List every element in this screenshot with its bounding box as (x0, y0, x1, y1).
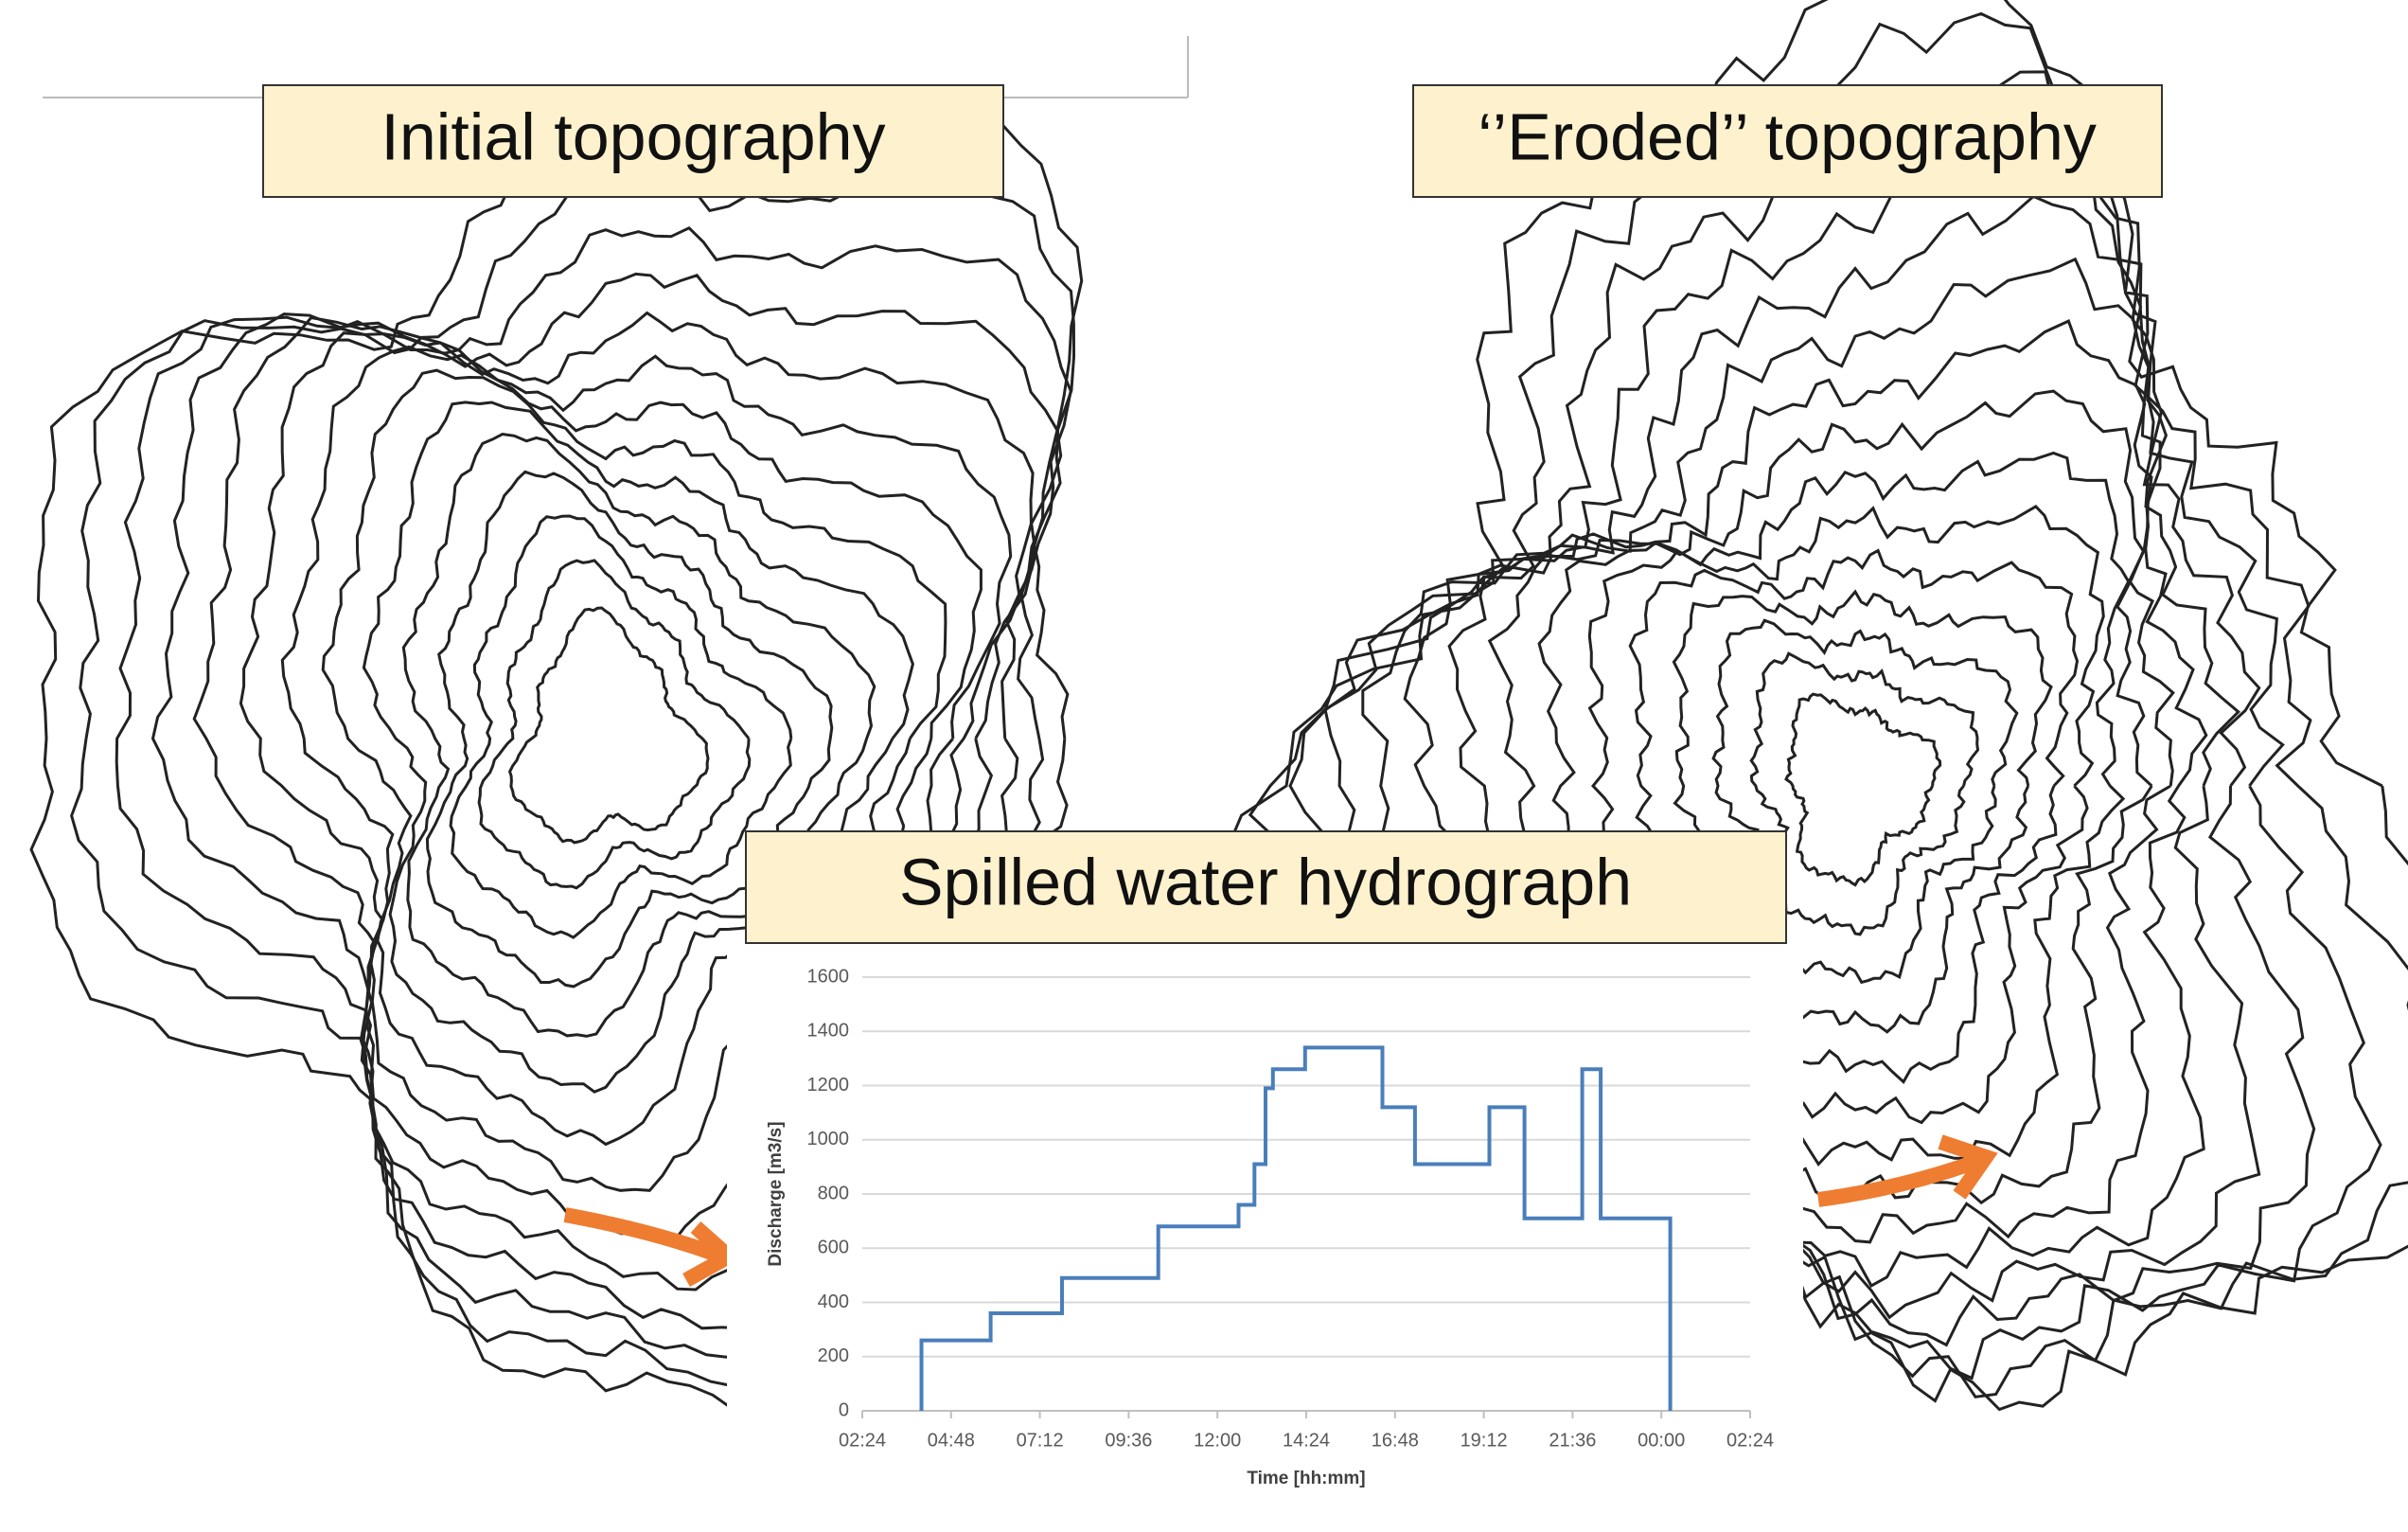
y-tick-label: 1000 (807, 1129, 850, 1149)
chart-title: Spilled water hydrograph (899, 845, 1632, 918)
y-tick-label: 800 (818, 1183, 849, 1203)
x-tick-label: 09:36 (1105, 1430, 1152, 1451)
x-axis-title: Time [hh:mm] (1247, 1469, 1365, 1488)
panel-title: Initial topography (381, 99, 885, 173)
y-tick-label: 1200 (807, 1075, 850, 1096)
y-tick-label: 0 (839, 1399, 849, 1420)
y-tick-label: 1400 (807, 1021, 850, 1042)
page: Initial topography ‘’Eroded’’ topography… (0, 0, 2408, 1532)
contour-line (510, 608, 708, 843)
y-tick-label: 200 (818, 1345, 849, 1366)
figure: Initial topography ‘’Eroded’’ topography… (0, 0, 2408, 1532)
x-tick-label: 14:24 (1283, 1430, 1330, 1451)
x-tick-label: 16:48 (1372, 1430, 1419, 1451)
arrow (1818, 1161, 1978, 1200)
x-tick-label: 12:00 (1194, 1430, 1241, 1451)
x-tick-label: 07:12 (1017, 1430, 1064, 1451)
x-tick-label: 00:00 (1638, 1430, 1685, 1451)
contour-line (479, 561, 750, 888)
y-tick-label: 600 (818, 1238, 849, 1258)
y-axis-title: Discharge [m3/s] (766, 1121, 786, 1266)
y-tick-label: 1600 (807, 966, 850, 987)
panel-title: ‘’Eroded’’ topography (1478, 99, 2097, 173)
x-tick-label: 02:24 (1726, 1430, 1774, 1451)
x-tick-label: 02:24 (839, 1430, 886, 1451)
y-tick-label: 400 (818, 1292, 849, 1312)
x-tick-label: 04:48 (928, 1430, 975, 1451)
x-tick-label: 21:36 (1549, 1430, 1596, 1451)
x-tick-label: 19:12 (1461, 1430, 1508, 1451)
